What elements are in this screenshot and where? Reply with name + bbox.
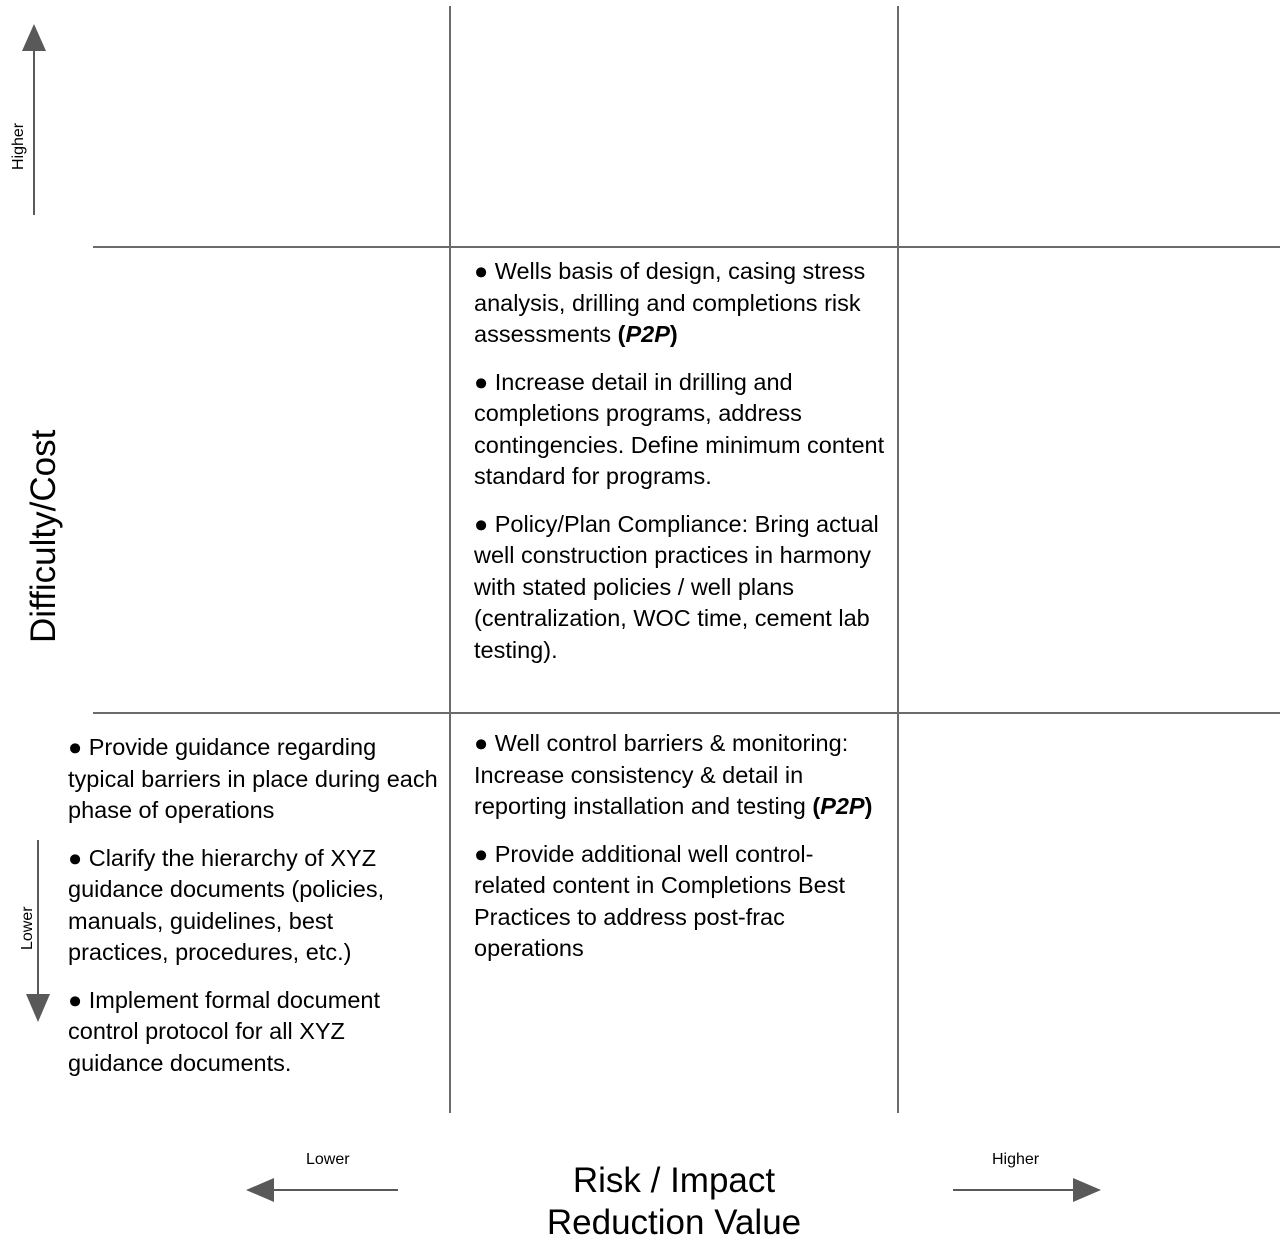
bullet-item: ● Provide additional well control-relate… xyxy=(474,839,879,965)
bullet-text: Increase detail in drilling and completi… xyxy=(474,368,885,490)
bullet-icon: ● xyxy=(474,730,489,756)
arrow-right-icon xyxy=(953,1178,1101,1202)
bullet-item: ● Provide guidance regarding typical bar… xyxy=(68,732,438,827)
bullet-icon: ● xyxy=(68,986,83,1013)
x-axis-high-label: Higher xyxy=(992,1151,1040,1168)
bullet-text: Provide guidance regarding typical barri… xyxy=(68,734,438,823)
bullet-text: Policy/Plan Compliance: Bring actual wel… xyxy=(474,510,879,663)
arrow-up-icon xyxy=(22,24,46,215)
cell-middle-center: ● Wells basis of design, casing stress a… xyxy=(474,256,892,682)
bullet-icon: ● xyxy=(474,840,489,867)
arrow-down-icon xyxy=(26,840,50,1022)
y-axis-title: Difficulty/Cost xyxy=(24,429,63,643)
arrow-left-icon xyxy=(246,1178,398,1202)
bullet-item: ● Wells basis of design, casing stress a… xyxy=(474,256,892,351)
bullet-item: ● Implement formal document control prot… xyxy=(68,985,438,1080)
grid-vertical-right xyxy=(897,6,899,1113)
grid-horizontal-bottom xyxy=(93,712,1280,714)
bullet-icon: ● xyxy=(68,844,83,871)
bullet-icon: ● xyxy=(474,510,489,537)
bullet-text: Wells basis of design, casing stress ana… xyxy=(474,258,866,347)
phase-tag: (P2P) xyxy=(805,793,873,819)
x-axis-title-line2: Reduction Value xyxy=(546,1203,802,1242)
x-axis-title: Risk / Impact Reduction Value xyxy=(524,1160,824,1244)
bullet-item: ● Policy/Plan Compliance: Bring actual w… xyxy=(474,509,892,667)
bullet-item: ● Well control barriers & monitoring: In… xyxy=(474,728,879,823)
bullet-text: Clarify the hierarchy of XYZ guidance do… xyxy=(68,844,385,966)
x-axis-title-line1: Risk / Impact xyxy=(572,1161,776,1200)
grid-horizontal-top xyxy=(93,246,1280,248)
bullet-item: ● Clarify the hierarchy of XYZ guidance … xyxy=(68,843,438,969)
cell-bottom-left: ● Provide guidance regarding typical bar… xyxy=(68,732,438,1095)
x-axis-low-label: Lower xyxy=(306,1151,350,1168)
bullet-icon: ● xyxy=(474,258,489,284)
cell-bottom-center: ● Well control barriers & monitoring: In… xyxy=(474,728,879,981)
bullet-text: Well control barriers & monitoring: Incr… xyxy=(474,730,849,819)
bullet-icon: ● xyxy=(68,734,83,760)
bullet-text: Implement formal document control protoc… xyxy=(68,986,380,1076)
grid-vertical-left xyxy=(449,6,451,1113)
bullet-text: Provide additional well control-related … xyxy=(474,840,845,962)
phase-tag: (P2P) xyxy=(611,321,678,347)
y-axis-low-label: Lower xyxy=(19,906,36,950)
y-axis-high-label: Higher xyxy=(10,122,27,170)
bullet-icon: ● xyxy=(474,368,489,395)
bullet-item: ● Increase detail in drilling and comple… xyxy=(474,367,892,493)
